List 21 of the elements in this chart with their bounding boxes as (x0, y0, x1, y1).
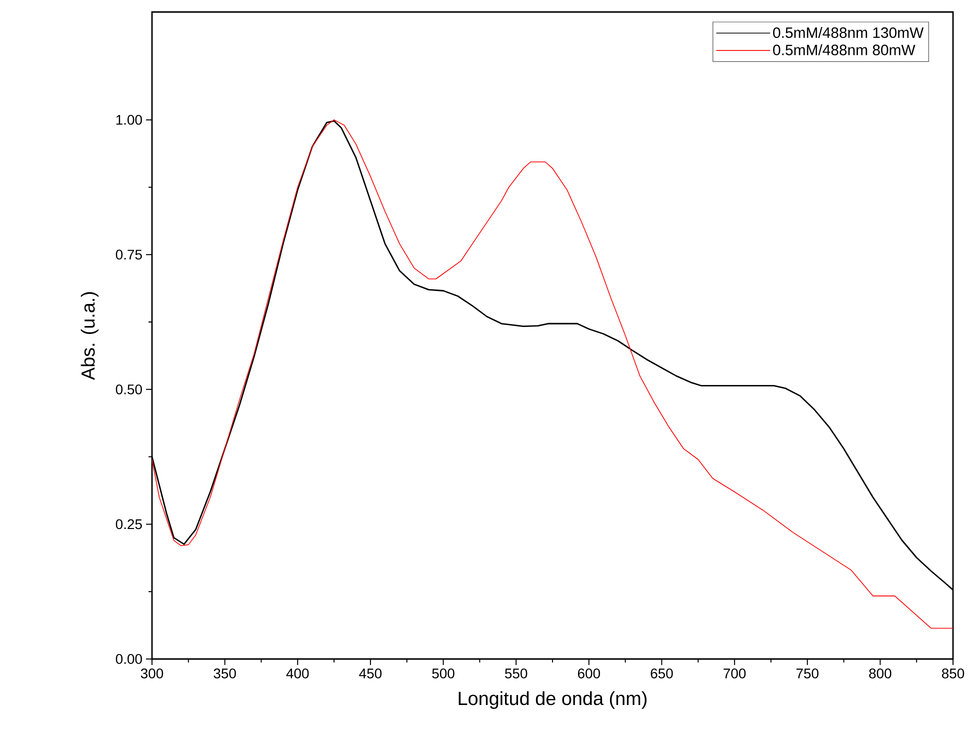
x-tick-label: 550 (505, 668, 528, 678)
y-tick-label: 0.75 (116, 250, 142, 260)
y-tick-label: 0.50 (116, 384, 142, 394)
x-tick-label: 850 (942, 668, 964, 678)
legend-label: 0.5mM/488nm 80mW (773, 44, 916, 56)
x-tick-label: 500 (432, 668, 454, 678)
x-tick-label: 700 (724, 668, 746, 678)
x-tick-label: 650 (650, 668, 673, 678)
legend-label: 0.5mM/488nm 130mW (773, 26, 924, 38)
x-axis-title: Longitud de onda (nm) (458, 691, 647, 709)
x-tick-label: 450 (359, 668, 382, 678)
x-tick-label: 600 (578, 668, 600, 678)
y-axis-title: Abs. (u.a.) (80, 292, 98, 380)
y-tick-label: 0.00 (116, 654, 142, 664)
x-tick-label: 300 (140, 668, 164, 678)
y-tick-label: 1.00 (116, 114, 142, 125)
x-tick-label: 750 (796, 668, 818, 678)
y-tick-label: 0.25 (116, 519, 142, 530)
x-tick-label: 800 (869, 668, 892, 678)
x-tick-label: 350 (214, 668, 236, 678)
x-tick-label: 400 (286, 668, 309, 678)
